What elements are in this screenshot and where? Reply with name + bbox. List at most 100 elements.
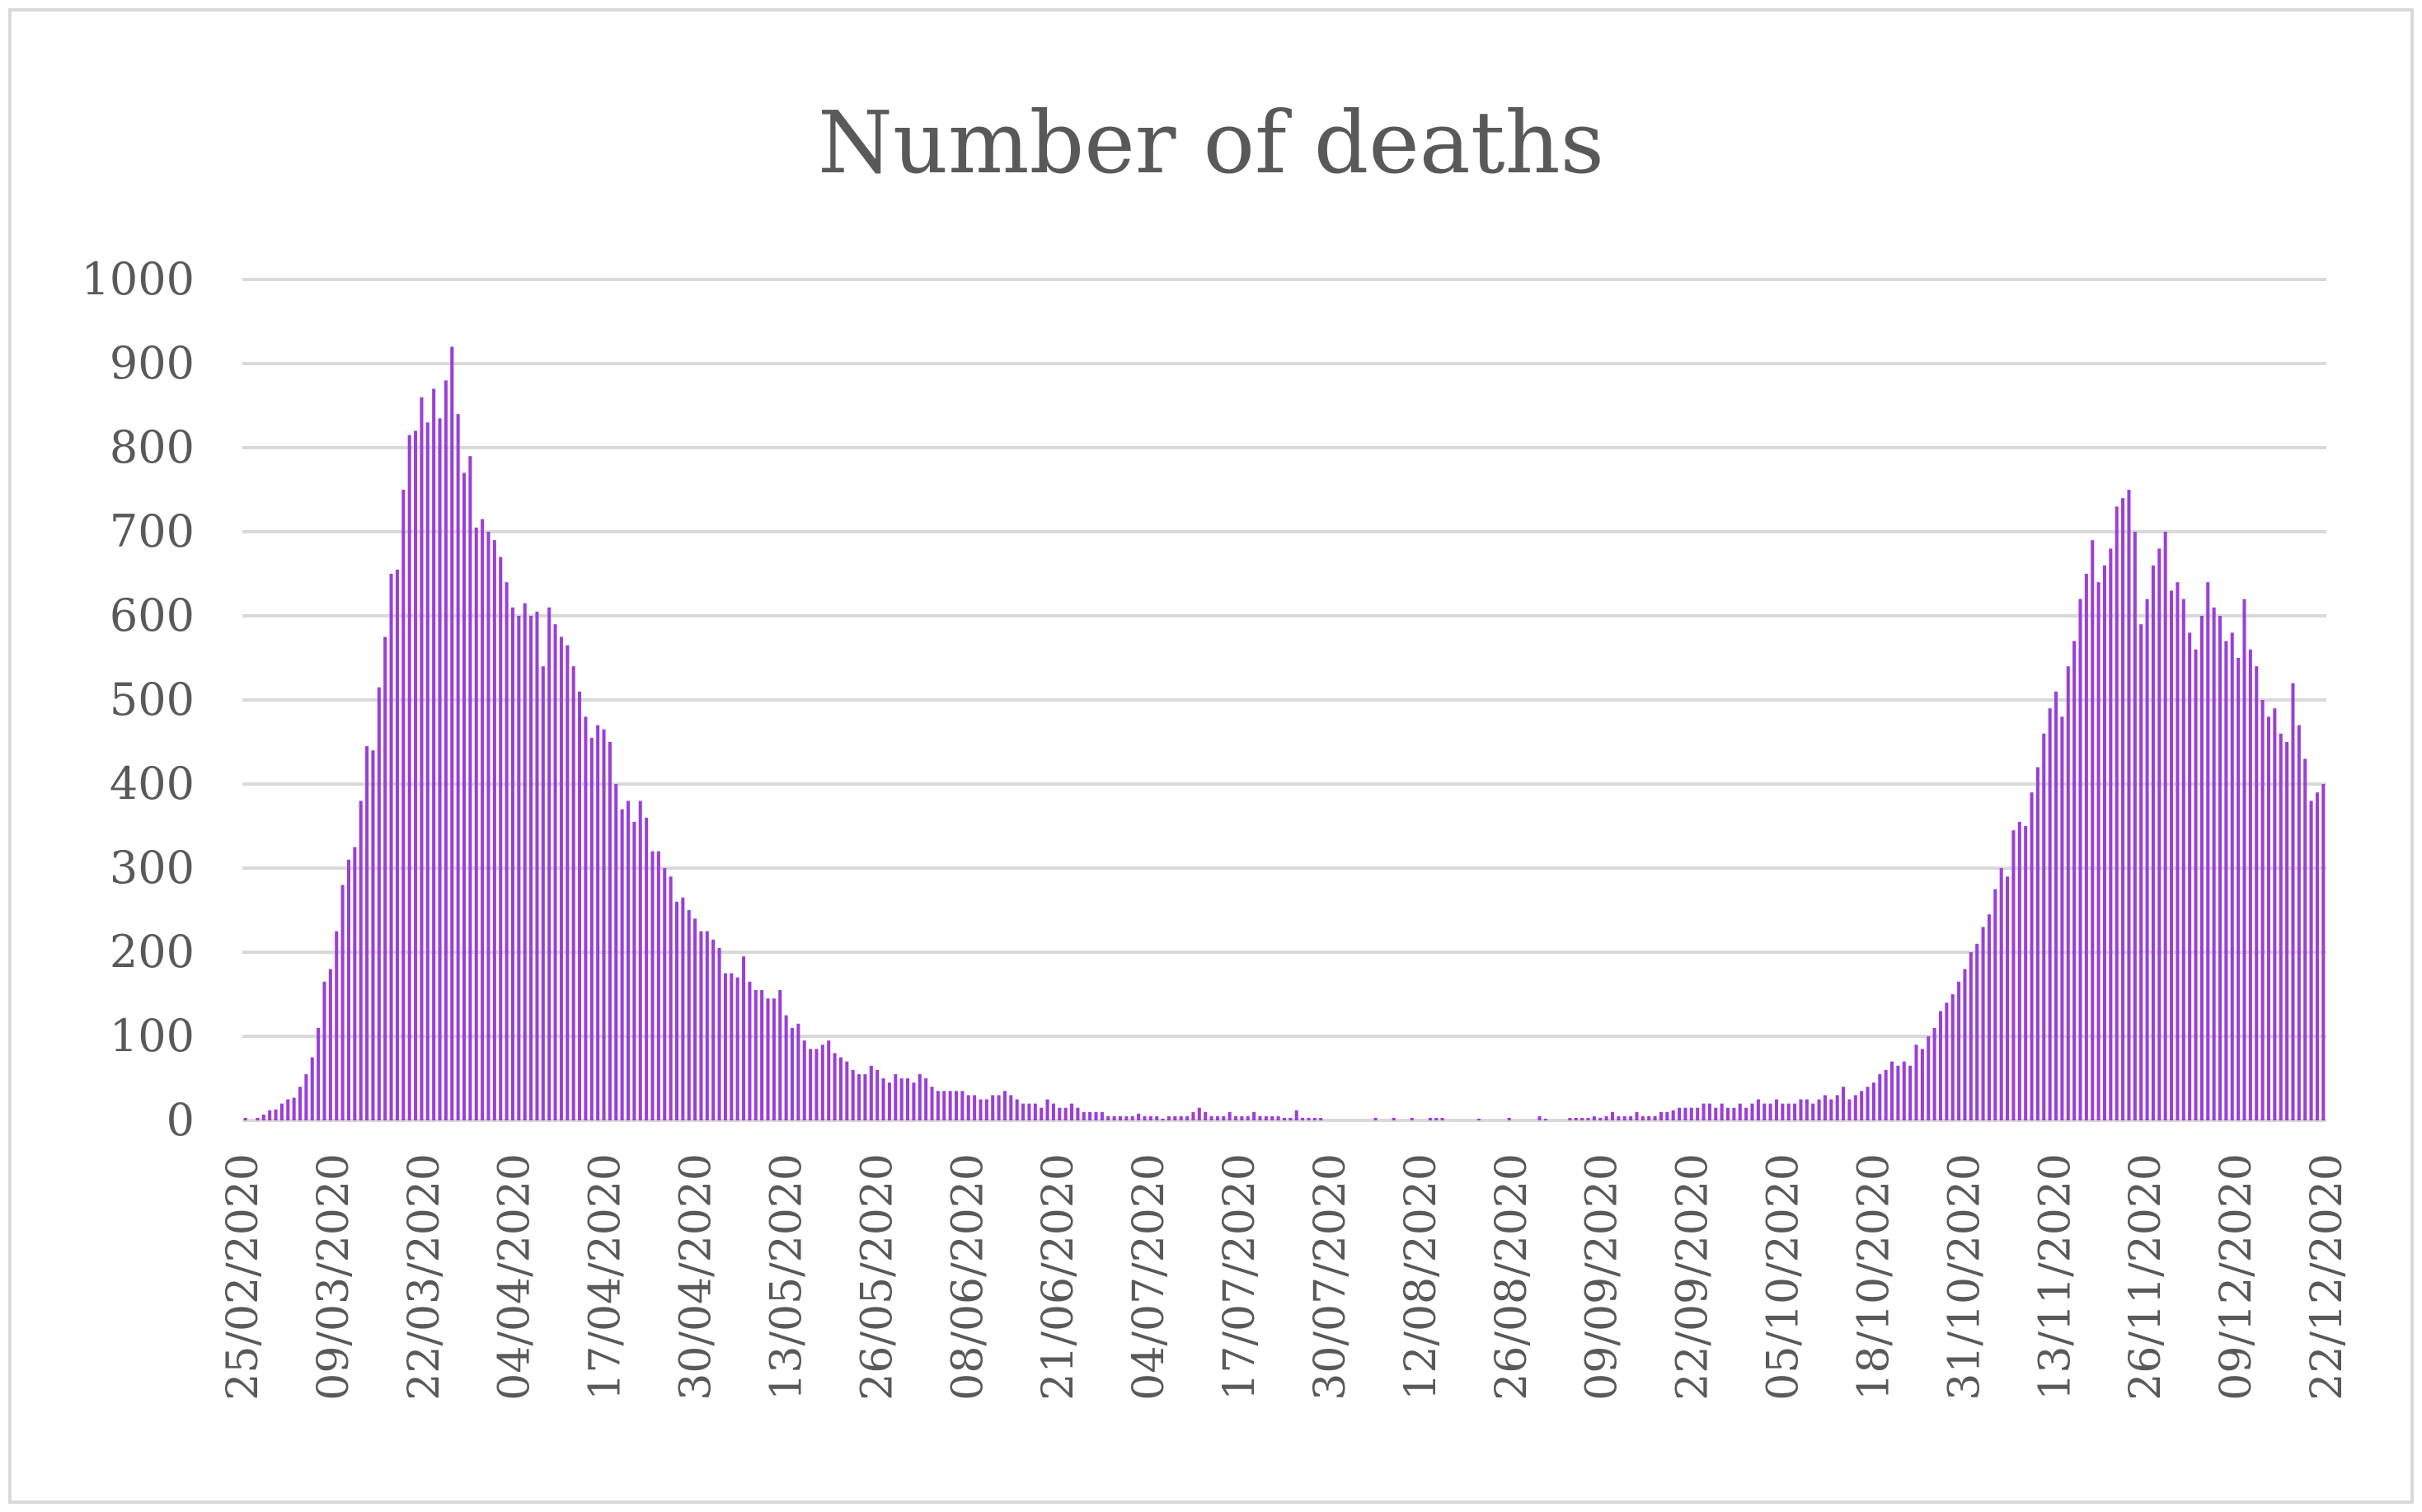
bar xyxy=(1981,927,1985,1120)
bar xyxy=(2248,649,2252,1120)
bar xyxy=(778,989,782,1120)
bar xyxy=(1118,1115,1123,1120)
bar xyxy=(1683,1107,1687,1120)
bar xyxy=(814,1049,819,1120)
bar xyxy=(304,1073,308,1120)
bar xyxy=(1774,1099,1779,1120)
bar xyxy=(1635,1111,1639,1120)
x-tick-label: 04/04/2020 xyxy=(491,1153,540,1401)
bar xyxy=(346,859,350,1120)
bar xyxy=(730,973,734,1120)
bar xyxy=(383,636,387,1120)
x-tick-label: 30/04/2020 xyxy=(672,1153,721,1401)
x-tick-label: 04/07/2020 xyxy=(1124,1153,1174,1401)
bar xyxy=(499,556,503,1120)
bar xyxy=(243,1117,247,1120)
bar xyxy=(973,1095,977,1120)
bar xyxy=(1240,1115,1244,1120)
bar xyxy=(984,1099,988,1120)
bar xyxy=(541,666,545,1120)
bar xyxy=(456,414,460,1120)
bar xyxy=(1227,1111,1232,1120)
bar xyxy=(1884,1069,1888,1120)
bar xyxy=(450,346,454,1121)
bar xyxy=(1756,1099,1760,1120)
bar xyxy=(2266,716,2271,1120)
x-axis-ticks: 25/02/2020 09/03/2020 22/03/2020 04/04/2020… xyxy=(218,1153,2352,1401)
x-tick-label: 13/11/2020 xyxy=(2030,1153,2080,1401)
chart-title: Number of deaths xyxy=(818,92,1604,193)
bar xyxy=(711,939,716,1120)
bar xyxy=(1823,1095,1827,1120)
bar xyxy=(2170,590,2174,1120)
bar xyxy=(948,1091,952,1120)
bar xyxy=(286,1099,290,1120)
bar xyxy=(2078,599,2082,1120)
bar xyxy=(2297,725,2301,1120)
bar xyxy=(1847,1099,1852,1120)
bar xyxy=(1063,1107,1068,1120)
bar xyxy=(1124,1115,1129,1120)
bar xyxy=(614,784,618,1120)
bar xyxy=(669,876,673,1120)
bar xyxy=(317,1027,321,1120)
bar xyxy=(1282,1117,1287,1120)
bar xyxy=(723,973,727,1120)
bar xyxy=(1878,1073,1882,1120)
bar xyxy=(1671,1110,1675,1120)
bar xyxy=(492,540,496,1120)
bar xyxy=(1070,1103,1074,1120)
bar xyxy=(2163,532,2167,1120)
bar xyxy=(529,616,533,1120)
bar xyxy=(261,1114,265,1120)
bar xyxy=(1811,1103,1815,1120)
bar xyxy=(1622,1115,1626,1120)
bar xyxy=(1726,1107,1730,1120)
bar xyxy=(1914,1045,1918,1120)
x-tick-label: 12/08/2020 xyxy=(1396,1153,1446,1401)
bar xyxy=(535,611,539,1120)
bar xyxy=(1179,1115,1183,1120)
bar xyxy=(638,801,642,1120)
bar xyxy=(1975,943,1979,1120)
bar xyxy=(1908,1065,1913,1120)
bar xyxy=(1155,1115,1159,1120)
bar xyxy=(1702,1103,1706,1120)
bar xyxy=(1246,1115,1250,1120)
bar xyxy=(340,885,345,1120)
bar xyxy=(2242,599,2246,1120)
bar xyxy=(1148,1115,1152,1120)
bar xyxy=(1574,1117,1578,1120)
bar xyxy=(298,1087,303,1120)
bar xyxy=(1215,1115,1219,1120)
bar xyxy=(960,1091,965,1120)
bar xyxy=(772,998,776,1120)
x-tick-label: 22/09/2020 xyxy=(1669,1153,1718,1401)
bar xyxy=(438,418,442,1120)
bar xyxy=(2230,632,2234,1120)
bar xyxy=(1866,1087,1870,1120)
bar xyxy=(395,569,399,1120)
bar xyxy=(924,1078,928,1120)
bar xyxy=(851,1069,855,1120)
bar xyxy=(444,380,448,1120)
bar xyxy=(2054,691,2058,1120)
bar xyxy=(1161,1118,1165,1120)
bar xyxy=(1945,1003,1949,1120)
bar xyxy=(474,527,478,1120)
bar xyxy=(802,1040,806,1120)
x-tick-label: 26/05/2020 xyxy=(852,1153,902,1401)
bar xyxy=(1130,1115,1134,1120)
bar xyxy=(1185,1115,1190,1120)
bar xyxy=(1112,1115,1116,1120)
bar xyxy=(2206,582,2210,1120)
x-tick-label: 18/10/2020 xyxy=(1849,1153,1899,1401)
bar xyxy=(1696,1107,1700,1120)
bar xyxy=(353,847,357,1120)
bar xyxy=(1999,868,2003,1120)
bar xyxy=(589,737,594,1120)
bar xyxy=(2303,758,2307,1120)
bar xyxy=(1799,1099,1803,1120)
bar xyxy=(2060,716,2064,1120)
y-tick-label: 700 xyxy=(110,505,195,557)
